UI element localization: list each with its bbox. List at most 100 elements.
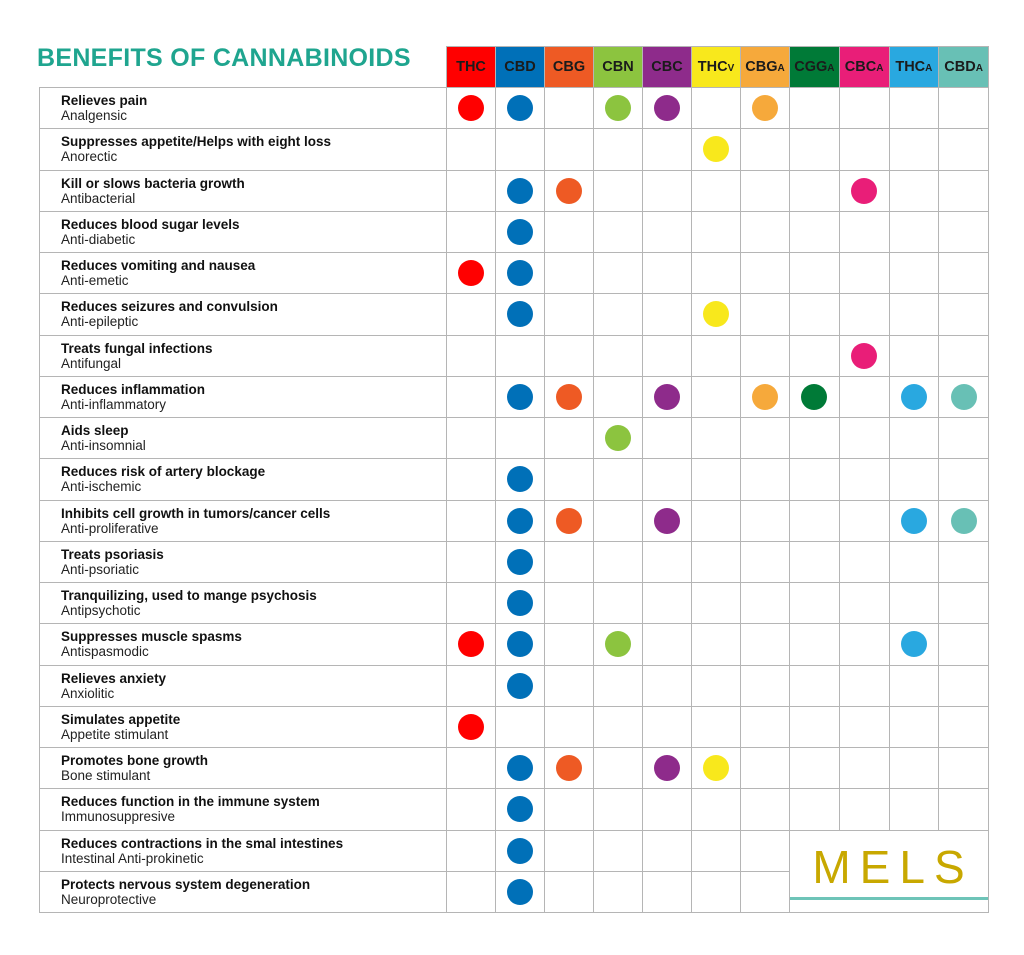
benefit-dot-thcv [703, 301, 729, 328]
column-suffix: A [876, 63, 884, 74]
cell-cbc [642, 623, 692, 666]
table-row: Relieves anxiety Anxiolitic [39, 664, 989, 707]
cannabinoid-benefits-table: THC CBD CBG CBN CBC THCV CBGA CGGA CBCA THCA CBDA … [39, 46, 989, 914]
benefit-description: Kill or slows bacteria growth [61, 175, 245, 191]
benefit-dot-thca [900, 507, 927, 534]
cell-cbda [938, 458, 989, 501]
cell-cbga [740, 788, 790, 831]
cell-cgga [789, 623, 840, 666]
cell-cbd [495, 458, 545, 501]
column-name: CBN [602, 59, 634, 75]
cell-thc [446, 581, 496, 625]
cell-cbga [740, 705, 790, 749]
cell-cgga [789, 499, 840, 542]
benefit-label: Promotes bone growth Bone stimulant [39, 746, 447, 790]
benefit-term: Analgensic [61, 108, 128, 124]
benefit-label: Reduces seizures and convulsion Anti-epil… [39, 293, 447, 336]
cell-thc [446, 334, 496, 377]
cell-cbn [593, 334, 643, 377]
cell-cbn [593, 210, 643, 254]
cell-thcv [691, 746, 741, 790]
cell-cbd [495, 251, 545, 295]
benefit-term: Anorectic [61, 149, 118, 165]
cell-cbda [938, 334, 989, 377]
table-row: Treats fungal infections Antifungal [39, 334, 989, 377]
cell-cbc [642, 870, 692, 914]
table-row: Tranquilizing, used to mange psychosis An… [39, 581, 989, 625]
column-suffix: A [975, 63, 983, 74]
benefit-dot-cbd [507, 755, 533, 782]
cell-thcv [691, 416, 741, 460]
cell-thcv [691, 86, 741, 130]
cell-cgga [789, 746, 840, 790]
benefit-term: Anti-ischemic [61, 479, 142, 495]
benefit-label: Kill or slows bacteria growth Antibacteri… [39, 169, 447, 212]
benefit-description: Reduces vomiting and nausea [61, 258, 256, 274]
cell-cbg [544, 251, 594, 295]
benefit-dot-cbd [507, 548, 533, 575]
column-name: CBD [944, 59, 976, 75]
cell-thcv [691, 788, 741, 831]
cell-cbga [740, 664, 790, 707]
cell-cbc [642, 829, 692, 872]
benefit-dot-thcv [703, 136, 729, 163]
table-row: Relieves pain Analgensic [39, 86, 989, 130]
table-row: Promotes bone growth Bone stimulant [39, 746, 989, 790]
benefit-label: Reduces vomiting and nausea Anti-emetic [39, 251, 447, 295]
cell-thca [888, 746, 940, 790]
benefit-term: Bone stimulant [61, 768, 151, 784]
cell-cbga [740, 128, 790, 171]
cell-cbg [544, 664, 594, 707]
cell-cbda [938, 664, 989, 707]
cell-thca [888, 210, 940, 254]
cell-cbca [838, 128, 890, 171]
cell-thcv [691, 375, 741, 419]
cell-thcv [691, 705, 741, 749]
benefit-dot-thcv [703, 755, 729, 782]
column-header-cbca: CBCA [838, 46, 890, 88]
benefit-dot-cbd [507, 301, 533, 328]
cell-cgga [789, 128, 840, 171]
cell-cgga [789, 581, 840, 625]
cell-thc [446, 375, 496, 419]
benefit-dot-thc [458, 631, 484, 658]
cell-cbca [838, 458, 890, 501]
cell-cbca [838, 86, 890, 130]
cell-cbd [495, 788, 545, 831]
benefit-label: Relieves pain Analgensic [39, 86, 447, 130]
benefit-dot-thca [900, 383, 927, 410]
benefit-description: Tranquilizing, used to mange psychosis [61, 588, 317, 604]
cell-cbc [642, 499, 692, 542]
cell-cbg [544, 210, 594, 254]
table-row: Suppresses muscle spasms Antispasmodic [39, 623, 989, 666]
cell-thc [446, 746, 496, 790]
benefit-description: Reduces risk of artery blockage [61, 464, 266, 480]
cell-cbn [593, 870, 643, 914]
column-header-thcv: THCV [691, 46, 741, 88]
cell-thc [446, 540, 496, 584]
benefit-dot-thc [458, 713, 484, 740]
cell-cbga [740, 623, 790, 666]
cell-thc [446, 664, 496, 707]
column-header-cbda: CBDA [938, 46, 989, 88]
benefit-description: Reduces contractions in the smal intesti… [61, 835, 344, 851]
cell-thca [888, 169, 940, 212]
column-name: CBG [745, 59, 778, 75]
cell-thc [446, 210, 496, 254]
cell-cbg [544, 293, 594, 336]
cell-cbca [838, 416, 890, 460]
cell-thcv [691, 458, 741, 501]
benefit-term: Neuroprotective [61, 891, 157, 907]
cell-cgga [789, 705, 840, 749]
benefit-dot-cbga [752, 383, 778, 410]
cell-cbn [593, 581, 643, 625]
cell-thca [888, 499, 940, 542]
cell-cbn [593, 664, 643, 707]
cell-thca [888, 705, 940, 749]
cell-thc [446, 870, 496, 914]
cell-cbca [838, 746, 890, 790]
benefit-description: Suppresses appetite/Helps with eight los… [61, 134, 332, 150]
benefit-dot-cbd [507, 260, 533, 287]
cell-cbd [495, 128, 545, 171]
cell-cbg [544, 623, 594, 666]
